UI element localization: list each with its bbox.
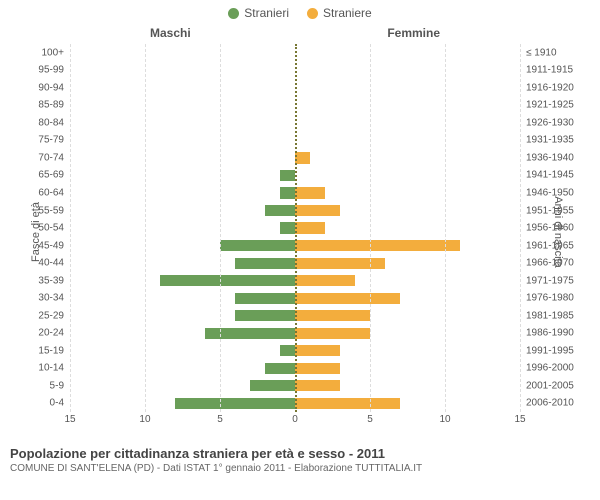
legend-label: Straniere	[323, 6, 372, 20]
legend-swatch	[307, 8, 318, 19]
age-label: 100+	[41, 47, 70, 58]
bar-female	[295, 222, 325, 233]
pyramid-chart: Maschi Femmine Fasce di età Anni di nasc…	[0, 22, 600, 442]
age-label: 10-14	[38, 363, 70, 374]
grid-line	[520, 44, 521, 412]
age-label: 90-94	[38, 82, 70, 93]
bar-male	[280, 170, 295, 181]
birth-year-label: 1916-1920	[520, 82, 574, 93]
birth-year-label: 1936-1940	[520, 152, 574, 163]
age-label: 35-39	[38, 275, 70, 286]
age-label: 45-49	[38, 240, 70, 251]
birth-year-label: 1926-1930	[520, 117, 574, 128]
bar-male	[280, 345, 295, 356]
age-label: 20-24	[38, 328, 70, 339]
legend-item: Stranieri	[228, 6, 289, 20]
birth-year-label: 1966-1970	[520, 258, 574, 269]
age-label: 30-34	[38, 293, 70, 304]
bar-female	[295, 187, 325, 198]
x-tick-label: 15	[514, 414, 525, 425]
bar-male	[220, 240, 295, 251]
bar-female	[295, 363, 340, 374]
chart-footer: Popolazione per cittadinanza straniera p…	[0, 442, 600, 474]
bar-male	[175, 398, 295, 409]
bar-male	[160, 275, 295, 286]
legend-label: Stranieri	[244, 6, 289, 20]
legend-item: Straniere	[307, 6, 372, 20]
birth-year-label: 1981-1985	[520, 310, 574, 321]
birth-year-label: 2001-2005	[520, 380, 574, 391]
bar-female	[295, 345, 340, 356]
chart-subtitle: COMUNE DI SANT'ELENA (PD) - Dati ISTAT 1…	[10, 463, 590, 474]
birth-year-label: 1971-1975	[520, 275, 574, 286]
grid-line	[70, 44, 71, 412]
age-label: 40-44	[38, 258, 70, 269]
bar-male	[235, 310, 295, 321]
birth-year-label: 1956-1960	[520, 223, 574, 234]
bar-male	[280, 222, 295, 233]
x-tick-label: 0	[292, 414, 298, 425]
bar-female	[295, 398, 400, 409]
age-label: 70-74	[38, 152, 70, 163]
age-label: 5-9	[50, 380, 70, 391]
x-axis-ticks: 15105051015	[70, 414, 520, 428]
bar-female	[295, 240, 460, 251]
age-label: 85-89	[38, 100, 70, 111]
bar-male	[205, 328, 295, 339]
birth-year-label: 1931-1935	[520, 135, 574, 146]
column-header-right: Femmine	[387, 26, 440, 40]
age-label: 55-59	[38, 205, 70, 216]
bar-female	[295, 380, 340, 391]
column-header-left: Maschi	[150, 26, 191, 40]
legend-swatch	[228, 8, 239, 19]
birth-year-label: 1921-1925	[520, 100, 574, 111]
bar-female	[295, 205, 340, 216]
birth-year-label: 1991-1995	[520, 345, 574, 356]
age-label: 95-99	[38, 65, 70, 76]
age-label: 25-29	[38, 310, 70, 321]
x-tick-label: 10	[439, 414, 450, 425]
bar-female	[295, 258, 385, 269]
birth-year-label: ≤ 1910	[520, 47, 557, 58]
birth-year-label: 1976-1980	[520, 293, 574, 304]
x-tick-label: 10	[139, 414, 150, 425]
bar-female	[295, 310, 370, 321]
chart-title: Popolazione per cittadinanza straniera p…	[10, 446, 590, 461]
center-divider	[295, 44, 297, 412]
birth-year-label: 1911-1915	[520, 65, 573, 76]
age-label: 80-84	[38, 117, 70, 128]
bar-female	[295, 328, 370, 339]
grid-line	[445, 44, 446, 412]
bar-male	[265, 363, 295, 374]
bar-male	[235, 258, 295, 269]
age-label: 60-64	[38, 188, 70, 199]
legend: Stranieri Straniere	[0, 0, 600, 22]
grid-line	[220, 44, 221, 412]
birth-year-label: 1941-1945	[520, 170, 574, 181]
bar-female	[295, 293, 400, 304]
x-tick-label: 5	[217, 414, 223, 425]
age-label: 15-19	[38, 345, 70, 356]
birth-year-label: 1996-2000	[520, 363, 574, 374]
bar-male	[280, 187, 295, 198]
bar-female	[295, 275, 355, 286]
age-label: 50-54	[38, 223, 70, 234]
age-label: 65-69	[38, 170, 70, 181]
age-label: 75-79	[38, 135, 70, 146]
grid-line	[370, 44, 371, 412]
birth-year-label: 2006-2010	[520, 398, 574, 409]
bar-male	[265, 205, 295, 216]
x-tick-label: 5	[367, 414, 373, 425]
x-tick-label: 15	[64, 414, 75, 425]
grid-line	[145, 44, 146, 412]
birth-year-label: 1986-1990	[520, 328, 574, 339]
bar-male	[235, 293, 295, 304]
birth-year-label: 1961-1965	[520, 240, 574, 251]
plot-area: 100+≤ 191095-991911-191590-941916-192085…	[70, 44, 520, 412]
bar-female	[295, 152, 310, 163]
birth-year-label: 1951-1955	[520, 205, 574, 216]
age-label: 0-4	[50, 398, 70, 409]
bar-male	[250, 380, 295, 391]
birth-year-label: 1946-1950	[520, 188, 574, 199]
